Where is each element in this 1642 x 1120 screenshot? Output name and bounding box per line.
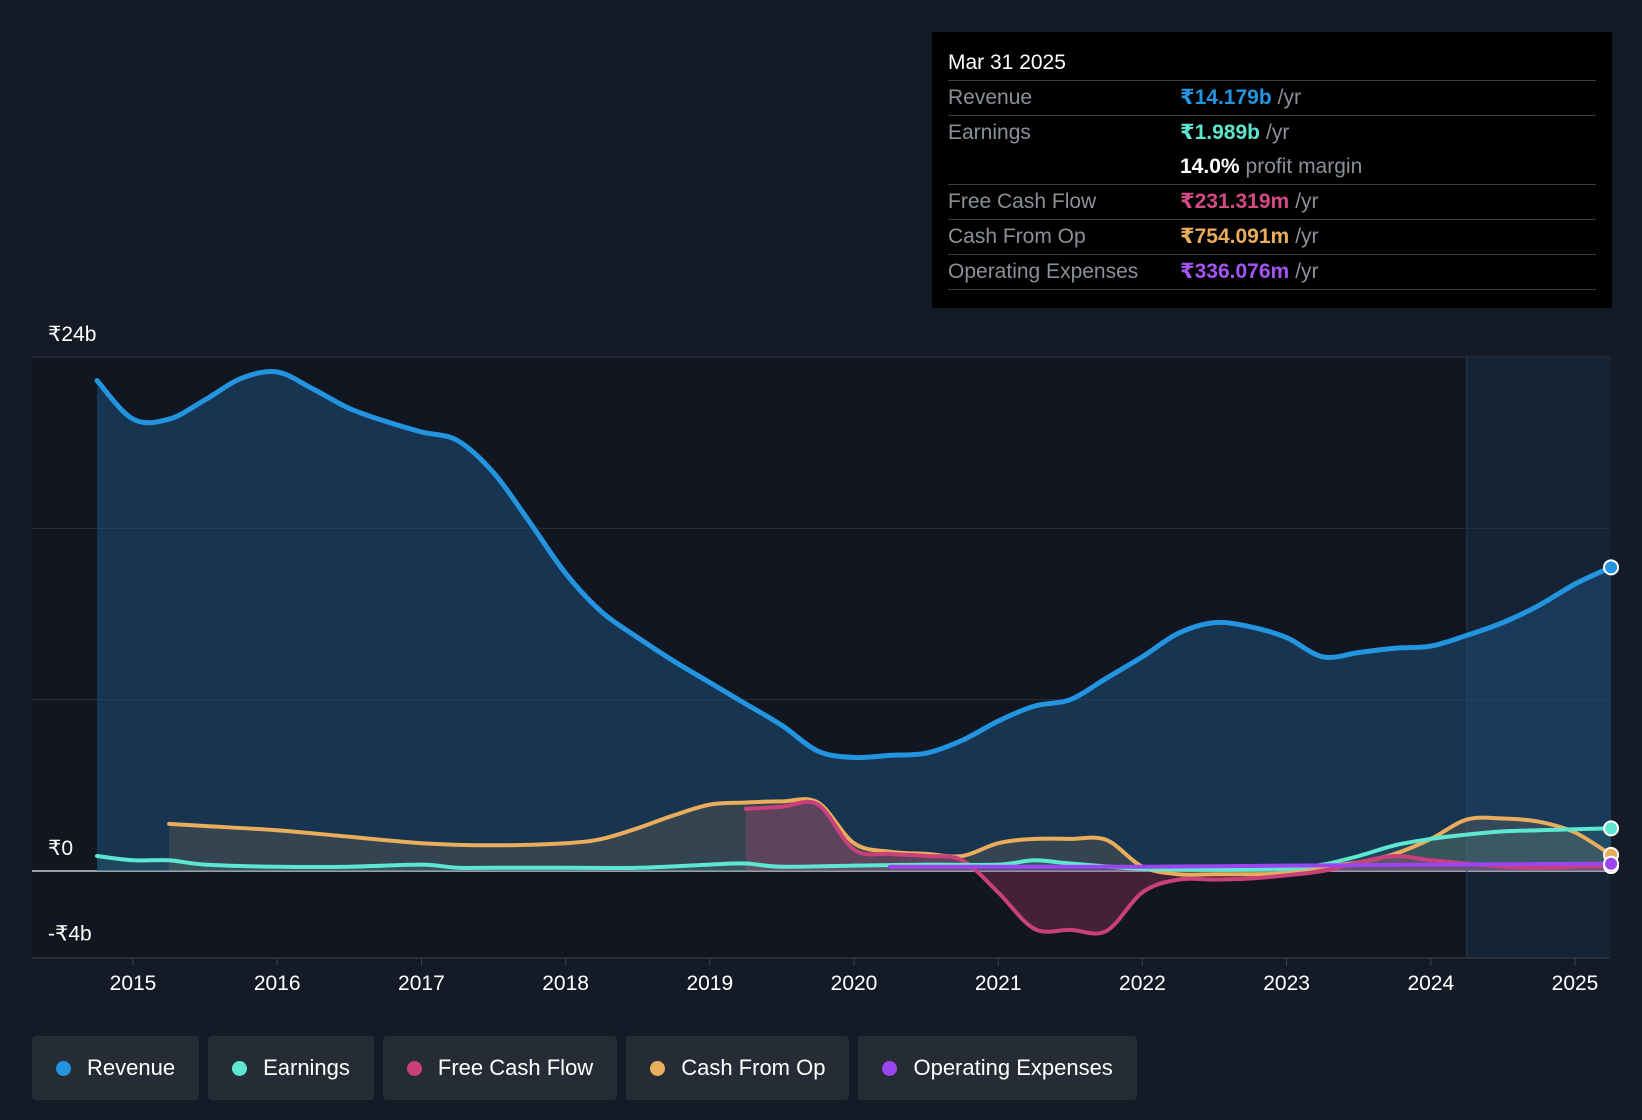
x-tick-label: 2015: [110, 972, 157, 995]
tooltip-unit: /yr: [1266, 121, 1290, 144]
earnings-line: [95, 826, 1613, 872]
operating-expenses-dot-icon: [882, 1060, 898, 1076]
legend-label: Cash From Op: [681, 1055, 826, 1080]
series-lines: [94, 369, 1614, 936]
revenue-area: [97, 371, 1611, 871]
tooltip-row-margin: 14.0% profit margin: [948, 150, 1596, 185]
tooltip-unit: /yr: [1295, 225, 1319, 248]
revenue-line: [94, 369, 1614, 761]
legend-item-operating-expenses[interactable]: Operating Expenses: [858, 1036, 1137, 1100]
x-tick-label: 2016: [254, 972, 301, 995]
legend-item-free-cash-flow[interactable]: Free Cash Flow: [382, 1036, 618, 1100]
tooltip-label: Cash From Op: [948, 225, 1086, 248]
tooltip-label: Free Cash Flow: [948, 190, 1097, 213]
tooltip-row-fcf: Free Cash Flow ₹231.319m /yr: [948, 185, 1596, 220]
tooltip-unit: /yr: [1277, 86, 1301, 109]
x-axis-labels: 2015 2016 2017 2018 2019 2020 2021 2022 2023 2024…: [110, 958, 1599, 995]
legend-item-cash-from-op[interactable]: Cash From Op: [626, 1036, 850, 1100]
x-tick-label: 2019: [686, 972, 733, 995]
tooltip-value: ₹754.091m: [1180, 225, 1290, 248]
tooltip-value: ₹336.076m: [1180, 260, 1290, 283]
tooltip-label: Operating Expenses: [948, 260, 1139, 283]
y-tick-label: -₹4b: [48, 923, 92, 946]
earnings-endpoint: [1603, 820, 1620, 837]
x-tick-label: 2025: [1552, 972, 1599, 995]
x-tick-label: 2023: [1263, 972, 1310, 995]
legend-label: Free Cash Flow: [437, 1055, 594, 1080]
x-tick-label: 2018: [542, 972, 589, 995]
x-tick-label: 2021: [975, 972, 1022, 995]
tooltip-row-opex: Operating Expenses ₹336.076m /yr: [948, 255, 1596, 290]
free-cash-flow-dot-icon: [406, 1060, 422, 1076]
x-tick-label: 2020: [831, 972, 878, 995]
tooltip-value: ₹231.319m: [1180, 190, 1290, 213]
series-endpoints: [1603, 559, 1620, 875]
tooltip-row-cfo: Cash From Op ₹754.091m /yr: [948, 220, 1596, 255]
cfo-line: [167, 797, 1613, 877]
opex-line: [888, 861, 1613, 869]
x-tick-label: 2022: [1119, 972, 1166, 995]
opex-endpoint: [1603, 855, 1620, 872]
tooltip-row-revenue: Revenue ₹14.179b /yr: [948, 81, 1596, 116]
tooltip-margin-value: 14.0%: [1180, 155, 1240, 178]
earnings-dot-icon: [232, 1060, 248, 1076]
tooltip-label: Revenue: [948, 86, 1033, 109]
y-axis-labels: ₹24b ₹0 -₹4b: [48, 323, 96, 946]
legend: Revenue Earnings Free Cash Flow Cash Fro…: [32, 1036, 1137, 1100]
tooltip-panel: Mar 31 2025 Revenue ₹14.179b /yr Earning…: [932, 32, 1612, 308]
tooltip-value: ₹14.179b: [1180, 86, 1272, 109]
tooltip-value: ₹1.989b: [1180, 121, 1260, 144]
y-tick-label: ₹0: [48, 837, 73, 860]
revenue-endpoint: [1603, 559, 1620, 576]
tooltip-row-earnings: Earnings ₹1.989b /yr: [948, 116, 1596, 150]
legend-label: Operating Expenses: [913, 1055, 1113, 1080]
legend-item-earnings[interactable]: Earnings: [208, 1036, 374, 1100]
tooltip-unit: /yr: [1295, 190, 1319, 213]
cfo-area: [169, 799, 1612, 875]
legend-label: Earnings: [263, 1055, 350, 1080]
revenue-dot-icon: [56, 1060, 71, 1076]
cash-from-op-dot-icon: [650, 1060, 666, 1076]
y-tick-label: ₹24b: [48, 323, 96, 346]
tooltip-margin-text: profit margin: [1245, 155, 1363, 178]
legend-item-revenue[interactable]: Revenue: [32, 1036, 200, 1100]
tooltip-label: Earnings: [948, 121, 1031, 144]
x-tick-label: 2017: [398, 972, 445, 995]
legend-label: Revenue: [87, 1055, 176, 1080]
tooltip-date: Mar 31 2025: [948, 46, 1596, 81]
tooltip-unit: /yr: [1295, 260, 1319, 283]
x-tick-label: 2024: [1407, 972, 1454, 995]
